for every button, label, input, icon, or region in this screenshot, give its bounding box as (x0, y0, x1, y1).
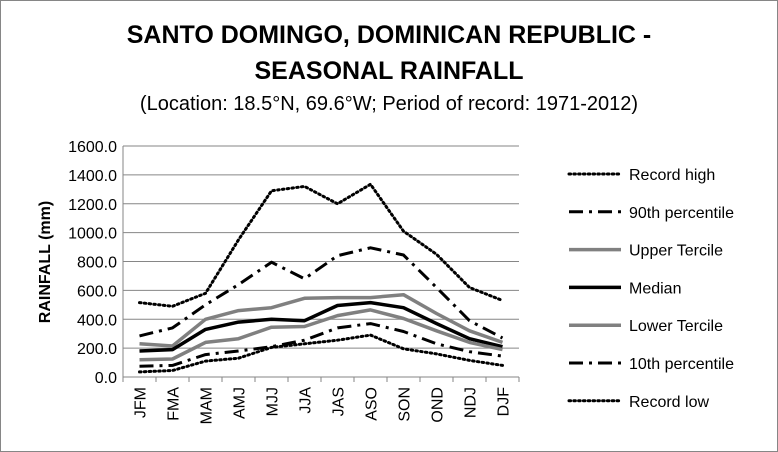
legend-label-record-high: Record high (629, 167, 715, 184)
y-tick-label: 1400.0 (68, 168, 117, 185)
series-line-90th-percentile (139, 246, 504, 340)
y-tick-label: 0.0 (95, 370, 117, 387)
y-tick-label: 400.0 (77, 312, 117, 329)
x-tick-label: OND (430, 387, 447, 423)
y-tick-label: 1000.0 (68, 226, 117, 243)
y-tick-labels: 0.0 200.0 400.0 600.0 800.0 1000.0 1200.0 1400.… (68, 139, 117, 387)
y-tick-label: 200.0 (77, 341, 117, 358)
legend-label-10th-percentile: 10th percentile (629, 356, 734, 373)
x-tick-label: JFM (133, 387, 150, 418)
y-axis-label: RAINFALL (mm) (37, 201, 54, 323)
x-tick-label: SON (397, 387, 414, 422)
x-tick-label: FMA (166, 387, 183, 421)
series-line-10th-percentile (139, 322, 503, 368)
x-tick-labels: JFM FMA MAM AMJ MJJ JJA JAS ASO SON OND NDJ DJF (133, 387, 513, 425)
grid (122, 145, 520, 382)
x-tick-label: DJF (496, 387, 513, 417)
y-tick-label: 1200.0 (68, 197, 117, 214)
x-tick-label: JJA (298, 387, 315, 414)
legend: Record high 90th percentile Upper Tercile M… (567, 167, 734, 411)
legend-label-record-low: Record low (629, 394, 709, 411)
y-tick-label: 1600.0 (68, 139, 117, 156)
legend-label-90th-percentile: 90th percentile (629, 205, 734, 222)
chart-title-line-2: SEASONAL RAINFALL (254, 57, 524, 85)
y-tick-label: 800.0 (77, 255, 117, 272)
chart-subtitle: (Location: 18.5°N, 69.6°W; Period of rec… (139, 93, 639, 115)
legend-label-median: Median (629, 280, 681, 297)
series-line-upper-tercile (139, 292, 504, 348)
x-tick-label: JAS (331, 387, 348, 416)
series-line-record-high (138, 182, 504, 308)
x-tick-label: NDJ (463, 387, 480, 418)
series-line-record-low (138, 333, 504, 374)
x-tick-label: MAM (199, 387, 216, 424)
series-lines (138, 182, 504, 374)
x-tick-label: MJJ (265, 387, 282, 416)
chart-title-line-1: SANTO DOMINGO, DOMINICAN REPUBLIC - (126, 21, 652, 49)
y-tick-label: 600.0 (77, 283, 117, 300)
x-tick-label: AMJ (232, 387, 249, 419)
series-line-lower-tercile (139, 308, 503, 362)
x-tick-label: ASO (364, 387, 381, 421)
legend-label-lower-tercile: Lower Tercile (629, 318, 723, 335)
legend-label-upper-tercile: Upper Tercile (629, 243, 723, 260)
series-line-median (139, 300, 503, 353)
